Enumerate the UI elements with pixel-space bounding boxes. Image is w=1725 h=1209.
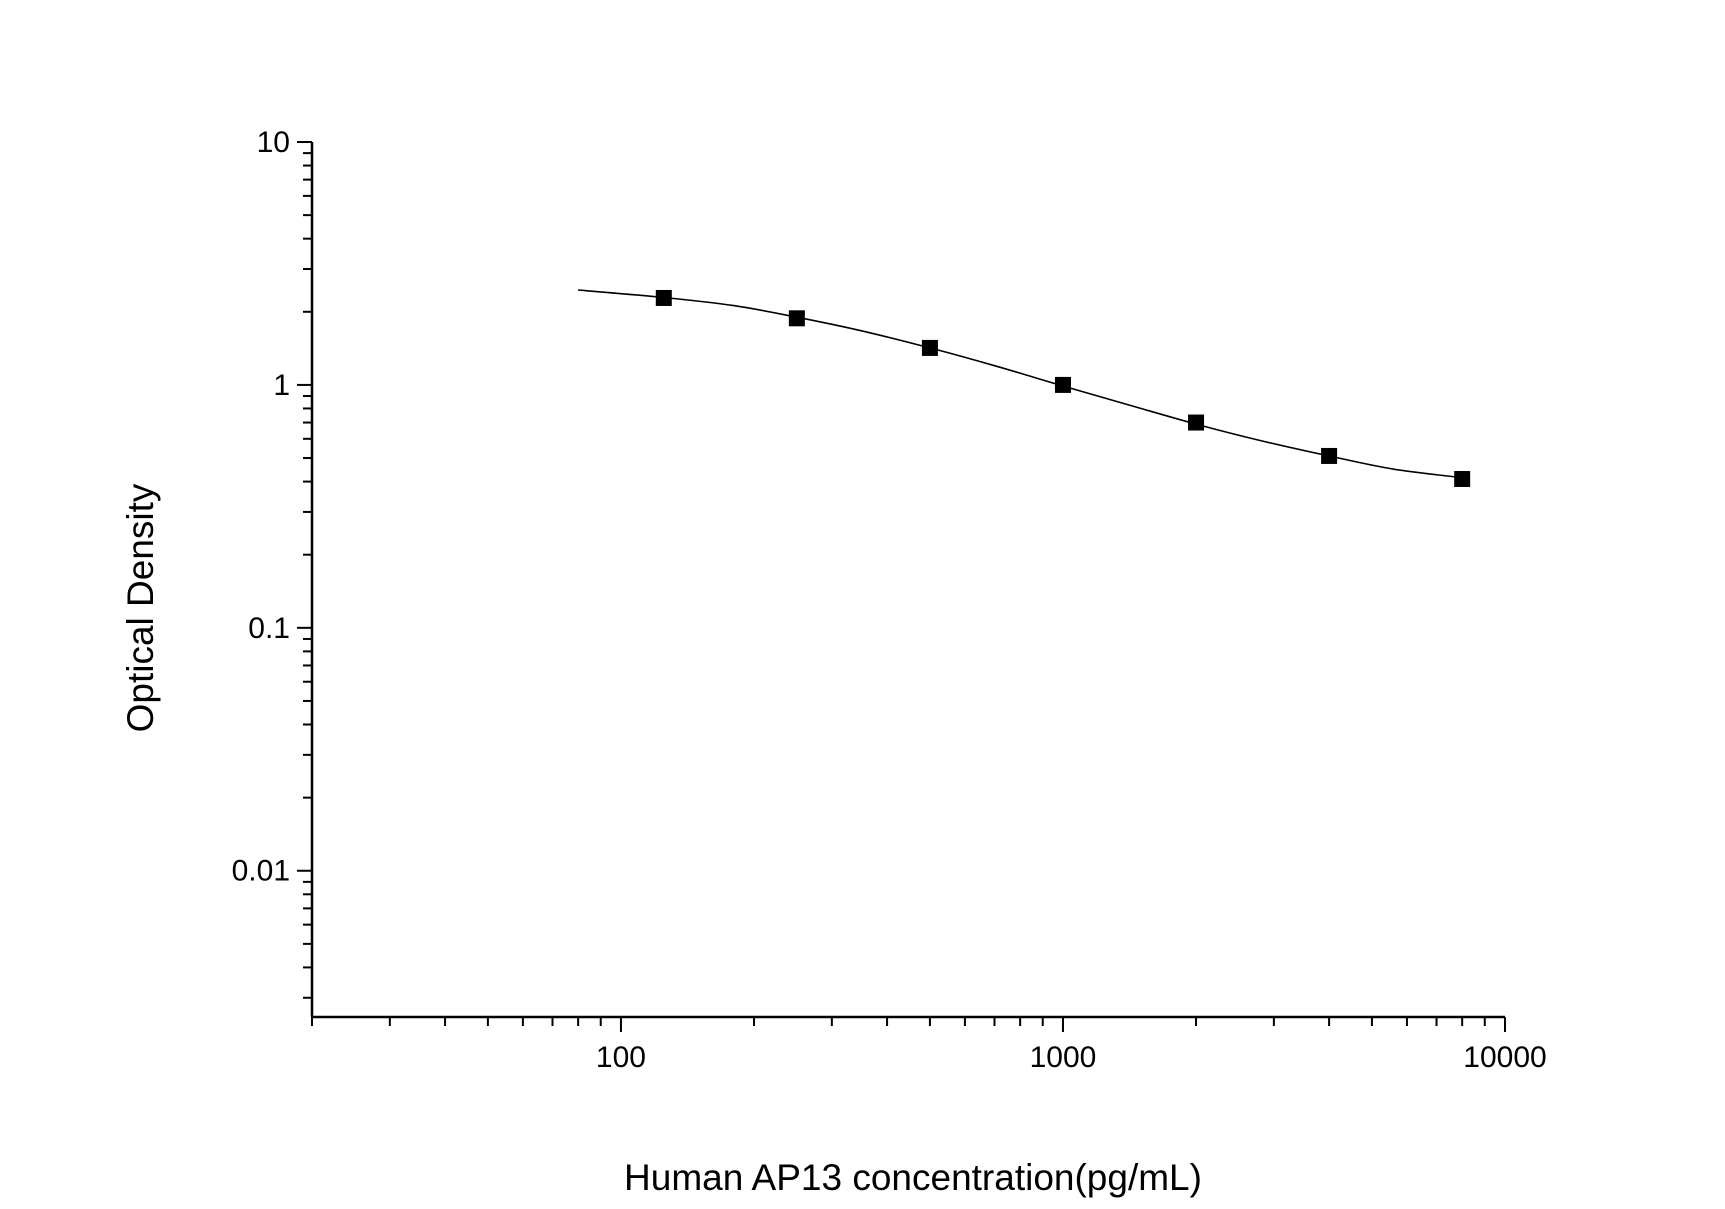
data-point [788,310,805,327]
x-axis-title: Human AP13 concentration(pg/mL) [624,1157,1202,1198]
x-tick-label: 1000 [1030,1041,1097,1074]
y-tick-label: 0.1 [248,612,290,645]
data-point [1321,447,1338,464]
data-points [655,289,1471,487]
data-point [655,289,672,306]
x-tick-label: 10000 [1463,1041,1546,1074]
data-point [1054,376,1071,393]
y-tick-label: 1 [273,369,290,402]
axes [310,142,1505,1019]
data-point [1188,414,1205,431]
tick-labels: 100 1000 10000 10 1 0.1 0.01 [232,126,1547,1074]
y-tick-label: 0.01 [232,855,290,888]
y-axis-title: Optical Density [120,483,161,732]
ticks [297,141,1506,1032]
x-tick-label: 100 [596,1041,646,1074]
data-point [921,339,938,356]
y-tick-label: 10 [257,126,290,159]
data-point [1454,470,1471,487]
